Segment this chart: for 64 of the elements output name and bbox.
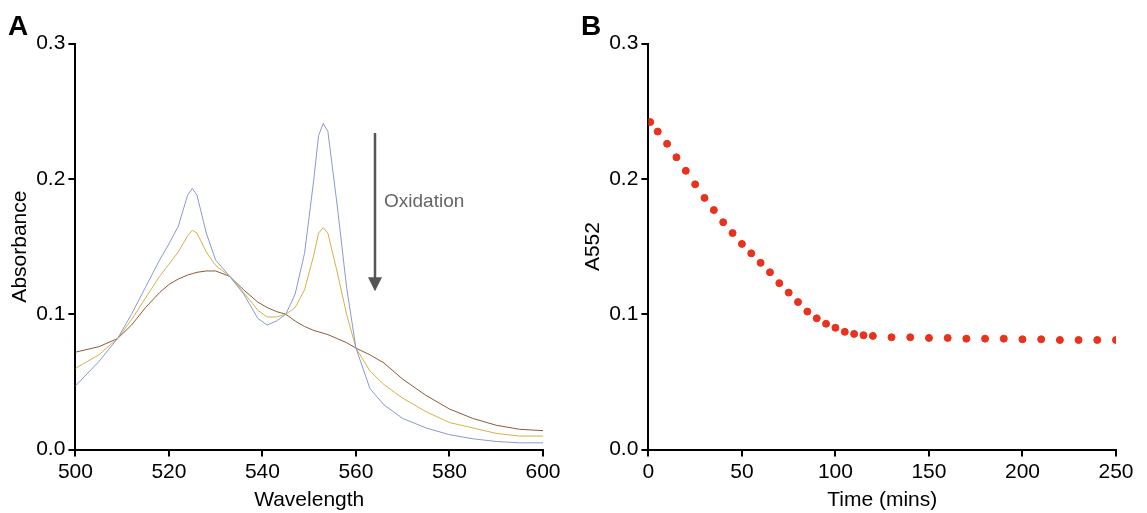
point bbox=[868, 331, 877, 340]
y-tick-label: 0.1 bbox=[609, 301, 639, 325]
y-axis-title: Absorbance bbox=[7, 190, 31, 303]
point bbox=[1093, 335, 1102, 344]
point bbox=[737, 239, 746, 248]
x-tick-label: 0 bbox=[642, 459, 655, 482]
point bbox=[1074, 335, 1083, 344]
point bbox=[653, 127, 662, 136]
point bbox=[840, 327, 849, 336]
x-tick-label: 560 bbox=[338, 459, 374, 482]
x-tick-label: 250 bbox=[1098, 459, 1134, 482]
x-tick-label: 500 bbox=[57, 459, 93, 482]
point bbox=[943, 333, 952, 342]
point bbox=[1037, 335, 1046, 344]
point bbox=[672, 153, 681, 162]
annotation: Oxidation bbox=[384, 190, 465, 212]
x-tick-label: 580 bbox=[431, 459, 467, 482]
point bbox=[794, 298, 803, 307]
y-tick-label: 0.0 bbox=[609, 436, 639, 460]
point bbox=[981, 334, 990, 343]
point bbox=[709, 206, 718, 215]
point bbox=[887, 333, 896, 342]
point bbox=[700, 193, 709, 202]
x-tick-label: 200 bbox=[1004, 459, 1040, 482]
x-tick-label: 600 bbox=[525, 459, 561, 482]
chart-title: A bbox=[8, 9, 29, 41]
chart-title: B bbox=[581, 9, 602, 41]
x-axis-title: Time (mins) bbox=[827, 487, 938, 511]
point bbox=[719, 218, 728, 227]
point bbox=[906, 333, 915, 342]
x-tick-label: 150 bbox=[911, 459, 947, 482]
point bbox=[803, 307, 812, 316]
point bbox=[747, 249, 756, 258]
y-tick-label: 0.0 bbox=[36, 436, 66, 460]
y-tick-label: 0.2 bbox=[609, 165, 639, 189]
point bbox=[648, 118, 655, 127]
point bbox=[831, 323, 840, 332]
y-tick-label: 0.3 bbox=[36, 30, 66, 54]
x-tick-label: 50 bbox=[730, 459, 754, 482]
point bbox=[924, 333, 933, 342]
point bbox=[728, 229, 737, 238]
point bbox=[784, 288, 793, 297]
point bbox=[765, 268, 774, 277]
point bbox=[1018, 335, 1027, 344]
y-tick-label: 0.2 bbox=[36, 165, 66, 189]
point bbox=[812, 314, 821, 323]
point bbox=[756, 258, 765, 267]
x-tick-label: 520 bbox=[151, 459, 187, 482]
point bbox=[775, 279, 784, 288]
y-tick-label: 0.3 bbox=[609, 30, 639, 54]
point bbox=[859, 331, 868, 340]
x-axis-title: Wavelength bbox=[254, 487, 365, 511]
y-axis-title: A552 bbox=[580, 222, 604, 272]
x-tick-label: 100 bbox=[817, 459, 853, 482]
point bbox=[681, 166, 690, 175]
point bbox=[663, 139, 672, 148]
x-tick-label: 540 bbox=[244, 459, 280, 482]
point bbox=[999, 334, 1008, 343]
point bbox=[850, 329, 859, 338]
point bbox=[1055, 335, 1064, 344]
y-tick-label: 0.1 bbox=[36, 301, 66, 325]
point bbox=[822, 319, 831, 328]
point bbox=[962, 334, 971, 343]
point bbox=[691, 180, 700, 189]
